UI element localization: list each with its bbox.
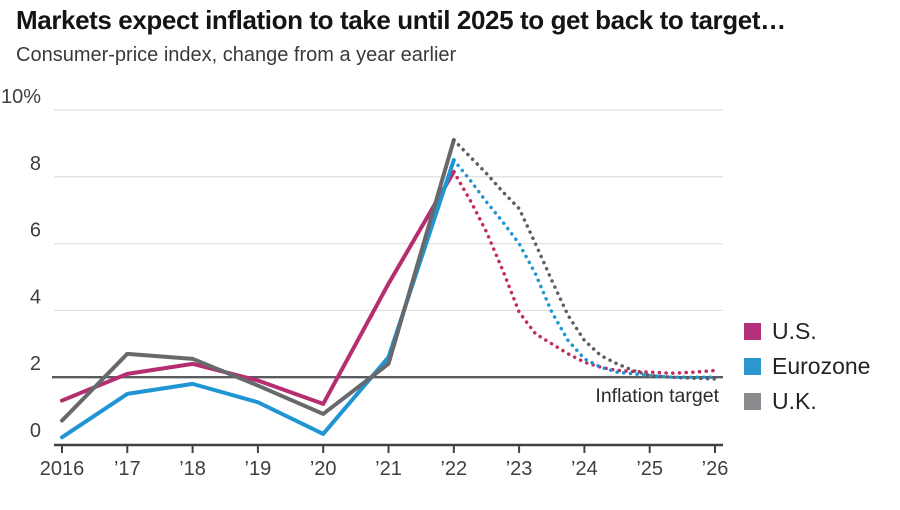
legend-label-eurozone: Eurozone xyxy=(772,353,871,379)
legend-swatch-eurozone xyxy=(744,358,761,375)
x-axis-label-2020: ’20 xyxy=(310,458,337,480)
x-axis-label-2016: 2016 xyxy=(40,458,85,480)
series-line-eurozone xyxy=(60,158,456,440)
legend-label-us: U.S. xyxy=(772,318,817,344)
x-axis-label-2018: ’18 xyxy=(179,458,206,480)
series-line-us xyxy=(60,169,456,406)
x-axis-label-2024: ’24 xyxy=(571,458,598,480)
y-axis-label-10: 10% xyxy=(1,86,41,108)
legend-label-uk: U.K. xyxy=(772,388,817,414)
x-axis-label-2026: ’26 xyxy=(702,458,729,480)
y-axis-label-8: 8 xyxy=(30,153,41,175)
series-forecast-uk xyxy=(452,138,717,381)
x-axis-label-2023: ’23 xyxy=(506,458,533,480)
x-axis-label-2021: ’21 xyxy=(375,458,402,480)
legend-item-eurozone: Eurozone xyxy=(744,355,870,378)
x-axis-label-2019: ’19 xyxy=(245,458,272,480)
series-forecast-eurozone xyxy=(452,158,717,379)
inflation-target-label: Inflation target xyxy=(595,385,719,407)
y-axis-label-0: 0 xyxy=(30,420,41,442)
series-forecast-us xyxy=(452,170,717,375)
x-axis-label-2025: ’25 xyxy=(636,458,663,480)
y-axis-label-6: 6 xyxy=(30,220,41,242)
legend-swatch-us xyxy=(744,323,761,340)
y-axis-label-2: 2 xyxy=(30,353,41,375)
chart-title: Markets expect inflation to take until 2… xyxy=(16,5,786,35)
legend-item-uk: U.K. xyxy=(744,390,870,413)
chart-legend: U.S. Eurozone U.K. xyxy=(744,320,870,425)
y-axis-label-4: 4 xyxy=(30,286,41,308)
legend-item-us: U.S. xyxy=(744,320,870,343)
x-axis-label-2022: ’22 xyxy=(440,458,467,480)
chart-subtitle: Consumer-price index, change from a year… xyxy=(16,44,457,66)
series-line-uk xyxy=(60,138,456,423)
legend-swatch-uk xyxy=(744,393,761,410)
x-axis-label-2017: ’17 xyxy=(114,458,141,480)
